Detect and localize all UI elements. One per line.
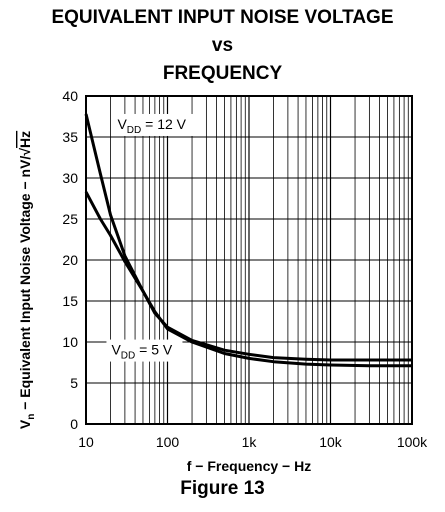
y-tick-label: 15	[62, 293, 78, 309]
series-line-1	[84, 191, 412, 368]
figure-label: Figure 13	[180, 478, 265, 499]
grid-lines	[85, 95, 413, 425]
y-axis-label-text: Vn − Equivalent Input Noise Voltage − nV…	[17, 131, 37, 429]
y-tick-label: 40	[62, 88, 78, 104]
chart-title-line-1: EQUIVALENT INPUT NOISE VOLTAGE	[51, 7, 394, 28]
y-tick-label: 10	[62, 334, 78, 350]
y-tick-label: 30	[62, 170, 78, 186]
x-tick-label: 10	[78, 434, 94, 450]
series-label-1: VDD = 5 V	[111, 342, 172, 362]
tick-labels: 0 5 10 15 20 25 30 35 40 10 100 1k 10k 100k	[62, 88, 428, 450]
y-tick-label: 20	[62, 252, 78, 268]
plot-frame	[85, 95, 413, 425]
x-tick-label: 100k	[397, 434, 428, 450]
y-tick-label: 35	[62, 129, 78, 145]
x-axis-label: f − Frequency − Hz	[187, 458, 311, 474]
series-labels: VDD = 12 V VDD = 5 V	[106, 113, 199, 362]
x-tick-label: 1k	[242, 434, 258, 450]
y-tick-label: 25	[62, 211, 78, 227]
series-lines	[84, 113, 412, 368]
x-tick-label: 100	[156, 434, 180, 450]
series-label-bg	[106, 339, 183, 362]
series-label-bg	[112, 113, 199, 136]
y-tick-label: 5	[70, 375, 78, 391]
y-axis-label: Vn − Equivalent Input Noise Voltage − nV…	[17, 131, 37, 429]
x-tick-label: 10k	[319, 434, 343, 450]
y-tick-label: 0	[70, 416, 78, 432]
chart-title-line-3: FREQUENCY	[162, 63, 283, 84]
chart-title-line-2: vs	[211, 35, 234, 56]
series-label-0: VDD = 12 V	[117, 116, 186, 136]
